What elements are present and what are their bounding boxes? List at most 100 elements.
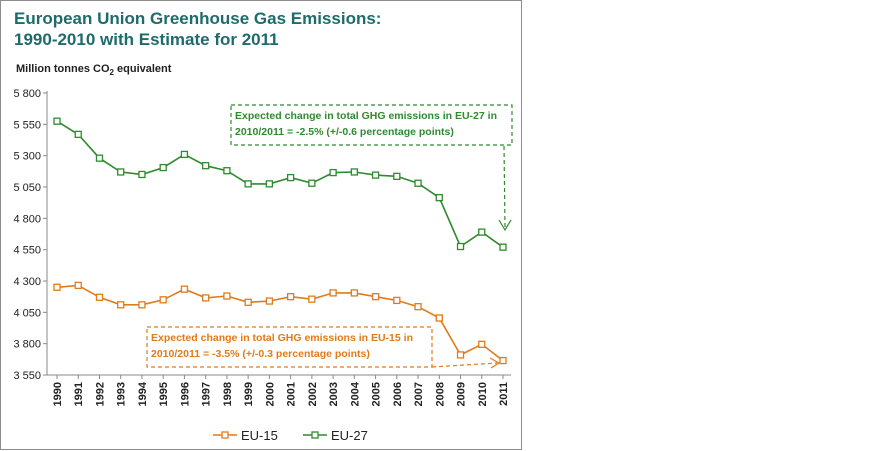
data-point-eu27: [499, 243, 507, 251]
y-tick-label: 3 550: [13, 370, 41, 382]
x-tick-label: 1998: [222, 382, 234, 406]
data-point-eu15: [456, 351, 465, 359]
legend-label-eu27: EU-27: [331, 428, 368, 443]
axes: [46, 91, 511, 376]
data-point-eu15: [223, 292, 231, 300]
x-tick-label: 2004: [349, 381, 361, 406]
data-point-eu27: [159, 163, 167, 172]
x-tick-label: 2000: [264, 382, 276, 406]
y-tick-label: 4 300: [13, 276, 41, 288]
x-tick-label: 2001: [286, 382, 298, 406]
y-axis-label-tail: equivalent: [113, 63, 172, 75]
annotation-arrows: [146, 104, 513, 369]
y-tick-label: 5 300: [13, 151, 41, 163]
data-point-eu15: [180, 285, 189, 293]
data-point-eu15: [308, 295, 316, 303]
x-tick-label: 2010: [477, 382, 489, 406]
y-axis-label-subscript: 2: [109, 68, 114, 78]
x-tick-label: 1997: [201, 382, 213, 406]
x-tick-label: 2008: [434, 382, 446, 406]
data-point-eu15: [74, 281, 82, 290]
legend-item-eu27: EU-27: [303, 428, 368, 443]
y-tick-label: 5 550: [13, 119, 41, 131]
y-axis-label-main: Million tonnes CO: [16, 63, 110, 75]
x-tick-label: 1992: [94, 382, 106, 406]
y-tick-label: 5 800: [13, 88, 41, 100]
series-line-eu27: [56, 120, 504, 248]
chart-frame: European Union Greenhouse Gas Emissions:…: [0, 0, 522, 450]
legend-marker-eu15: [221, 431, 229, 439]
data-point-eu27: [74, 130, 82, 139]
data-point-eu27: [414, 179, 422, 187]
annotation-eu27-arrowhead: [498, 219, 512, 232]
x-tick-label: 2007: [413, 382, 425, 406]
data-point-eu27: [202, 162, 210, 170]
data-point-eu15: [371, 293, 380, 301]
data-point-eu15: [286, 293, 295, 301]
annotation-eu15-box: [146, 326, 433, 368]
series-line-eu15: [56, 284, 504, 362]
annotation-eu15-line-1: Expected change in total GHG emissions i…: [151, 332, 413, 344]
data-point-eu27: [371, 171, 380, 179]
data-point-eu27: [435, 194, 443, 202]
annotation-eu27-arrow: [503, 145, 506, 228]
data-point-eu27: [329, 168, 337, 177]
y-ticks: 3 550 3 800 4 050 4 300 4 550 4 800 5 050 5 300…: [13, 88, 47, 382]
data-point-eu27: [265, 180, 274, 188]
data-point-eu15: [414, 303, 422, 311]
data-point-eu15: [95, 293, 104, 301]
x-tick-label: 1990: [52, 382, 64, 406]
data-point-eu15: [159, 296, 167, 304]
data-point-eu27: [53, 117, 61, 125]
x-tick-label: 1994: [137, 381, 149, 406]
legend-item-eu15: EU-15: [213, 428, 278, 443]
annotation-eu15-arrowhead: [489, 357, 501, 369]
annotation-eu27-box: [230, 104, 513, 146]
annotation-eu27: Expected change in total GHG emissions i…: [235, 108, 497, 140]
x-tick-label: 1995: [158, 382, 170, 406]
x-tick-label: 2003: [328, 382, 340, 406]
data-point-eu15: [329, 289, 337, 297]
x-tick-label: 2011: [498, 382, 510, 406]
data-point-eu27: [180, 150, 189, 159]
y-axis-label: Million tonnes CO2 equivalent: [16, 63, 171, 77]
data-point-eu15: [53, 283, 61, 291]
annotation-eu15-arrow: [431, 362, 498, 368]
line-chart: 3 550 3 800 4 050 4 300 4 550 4 800 5 050 5 300…: [13, 88, 513, 443]
data-point-eu15: [393, 296, 401, 305]
series-eu27: [53, 117, 507, 251]
data-point-eu15: [202, 294, 210, 302]
x-tick-label: 1996: [179, 382, 191, 406]
data-point-eu27: [244, 180, 252, 188]
x-ticks: 1990 1991 1992 1993 1994 1995 1996 1997 1998 1999…: [52, 375, 510, 406]
annotation-eu27-line-1: Expected change in total GHG emissions i…: [235, 110, 497, 122]
annotation-eu15: Expected change in total GHG emissions i…: [151, 330, 413, 362]
data-point-eu27: [286, 173, 295, 182]
y-tick-label: 4 800: [13, 213, 41, 225]
data-point-eu15: [117, 301, 125, 309]
data-point-eu27: [456, 242, 465, 251]
annotation-eu27-line-2: 2010/2011 = -2.5% (+/-0.6 percentage poi…: [235, 126, 454, 138]
data-point-eu15: [435, 314, 443, 322]
data-point-eu15: [499, 356, 507, 365]
data-point-eu27: [138, 170, 146, 179]
x-tick-label: 1993: [116, 382, 128, 406]
x-tick-label: 2006: [392, 382, 404, 406]
legend: EU-15 EU-27: [213, 428, 368, 443]
x-tick-label: 1999: [243, 382, 255, 406]
data-point-eu27: [393, 172, 401, 180]
y-tick-label: 3 800: [13, 339, 41, 351]
annotation-eu15-line-2: 2010/2011 = -3.5% (+/-0.3 percentage poi…: [151, 348, 370, 360]
data-point-eu15: [478, 340, 486, 348]
legend-marker-eu27: [311, 431, 319, 439]
chart-title-line-2: 1990-2010 with Estimate for 2011: [14, 30, 279, 49]
y-tick-label: 5 050: [13, 182, 41, 194]
data-point-eu15: [350, 289, 358, 297]
data-point-eu15: [138, 301, 146, 309]
chart-title-line-1: European Union Greenhouse Gas Emissions:: [14, 9, 382, 28]
data-point-eu27: [308, 179, 316, 187]
data-point-eu27: [350, 168, 358, 176]
x-tick-label: 2009: [456, 382, 468, 406]
data-point-eu15: [265, 297, 274, 305]
legend-label-eu15: EU-15: [241, 428, 278, 443]
